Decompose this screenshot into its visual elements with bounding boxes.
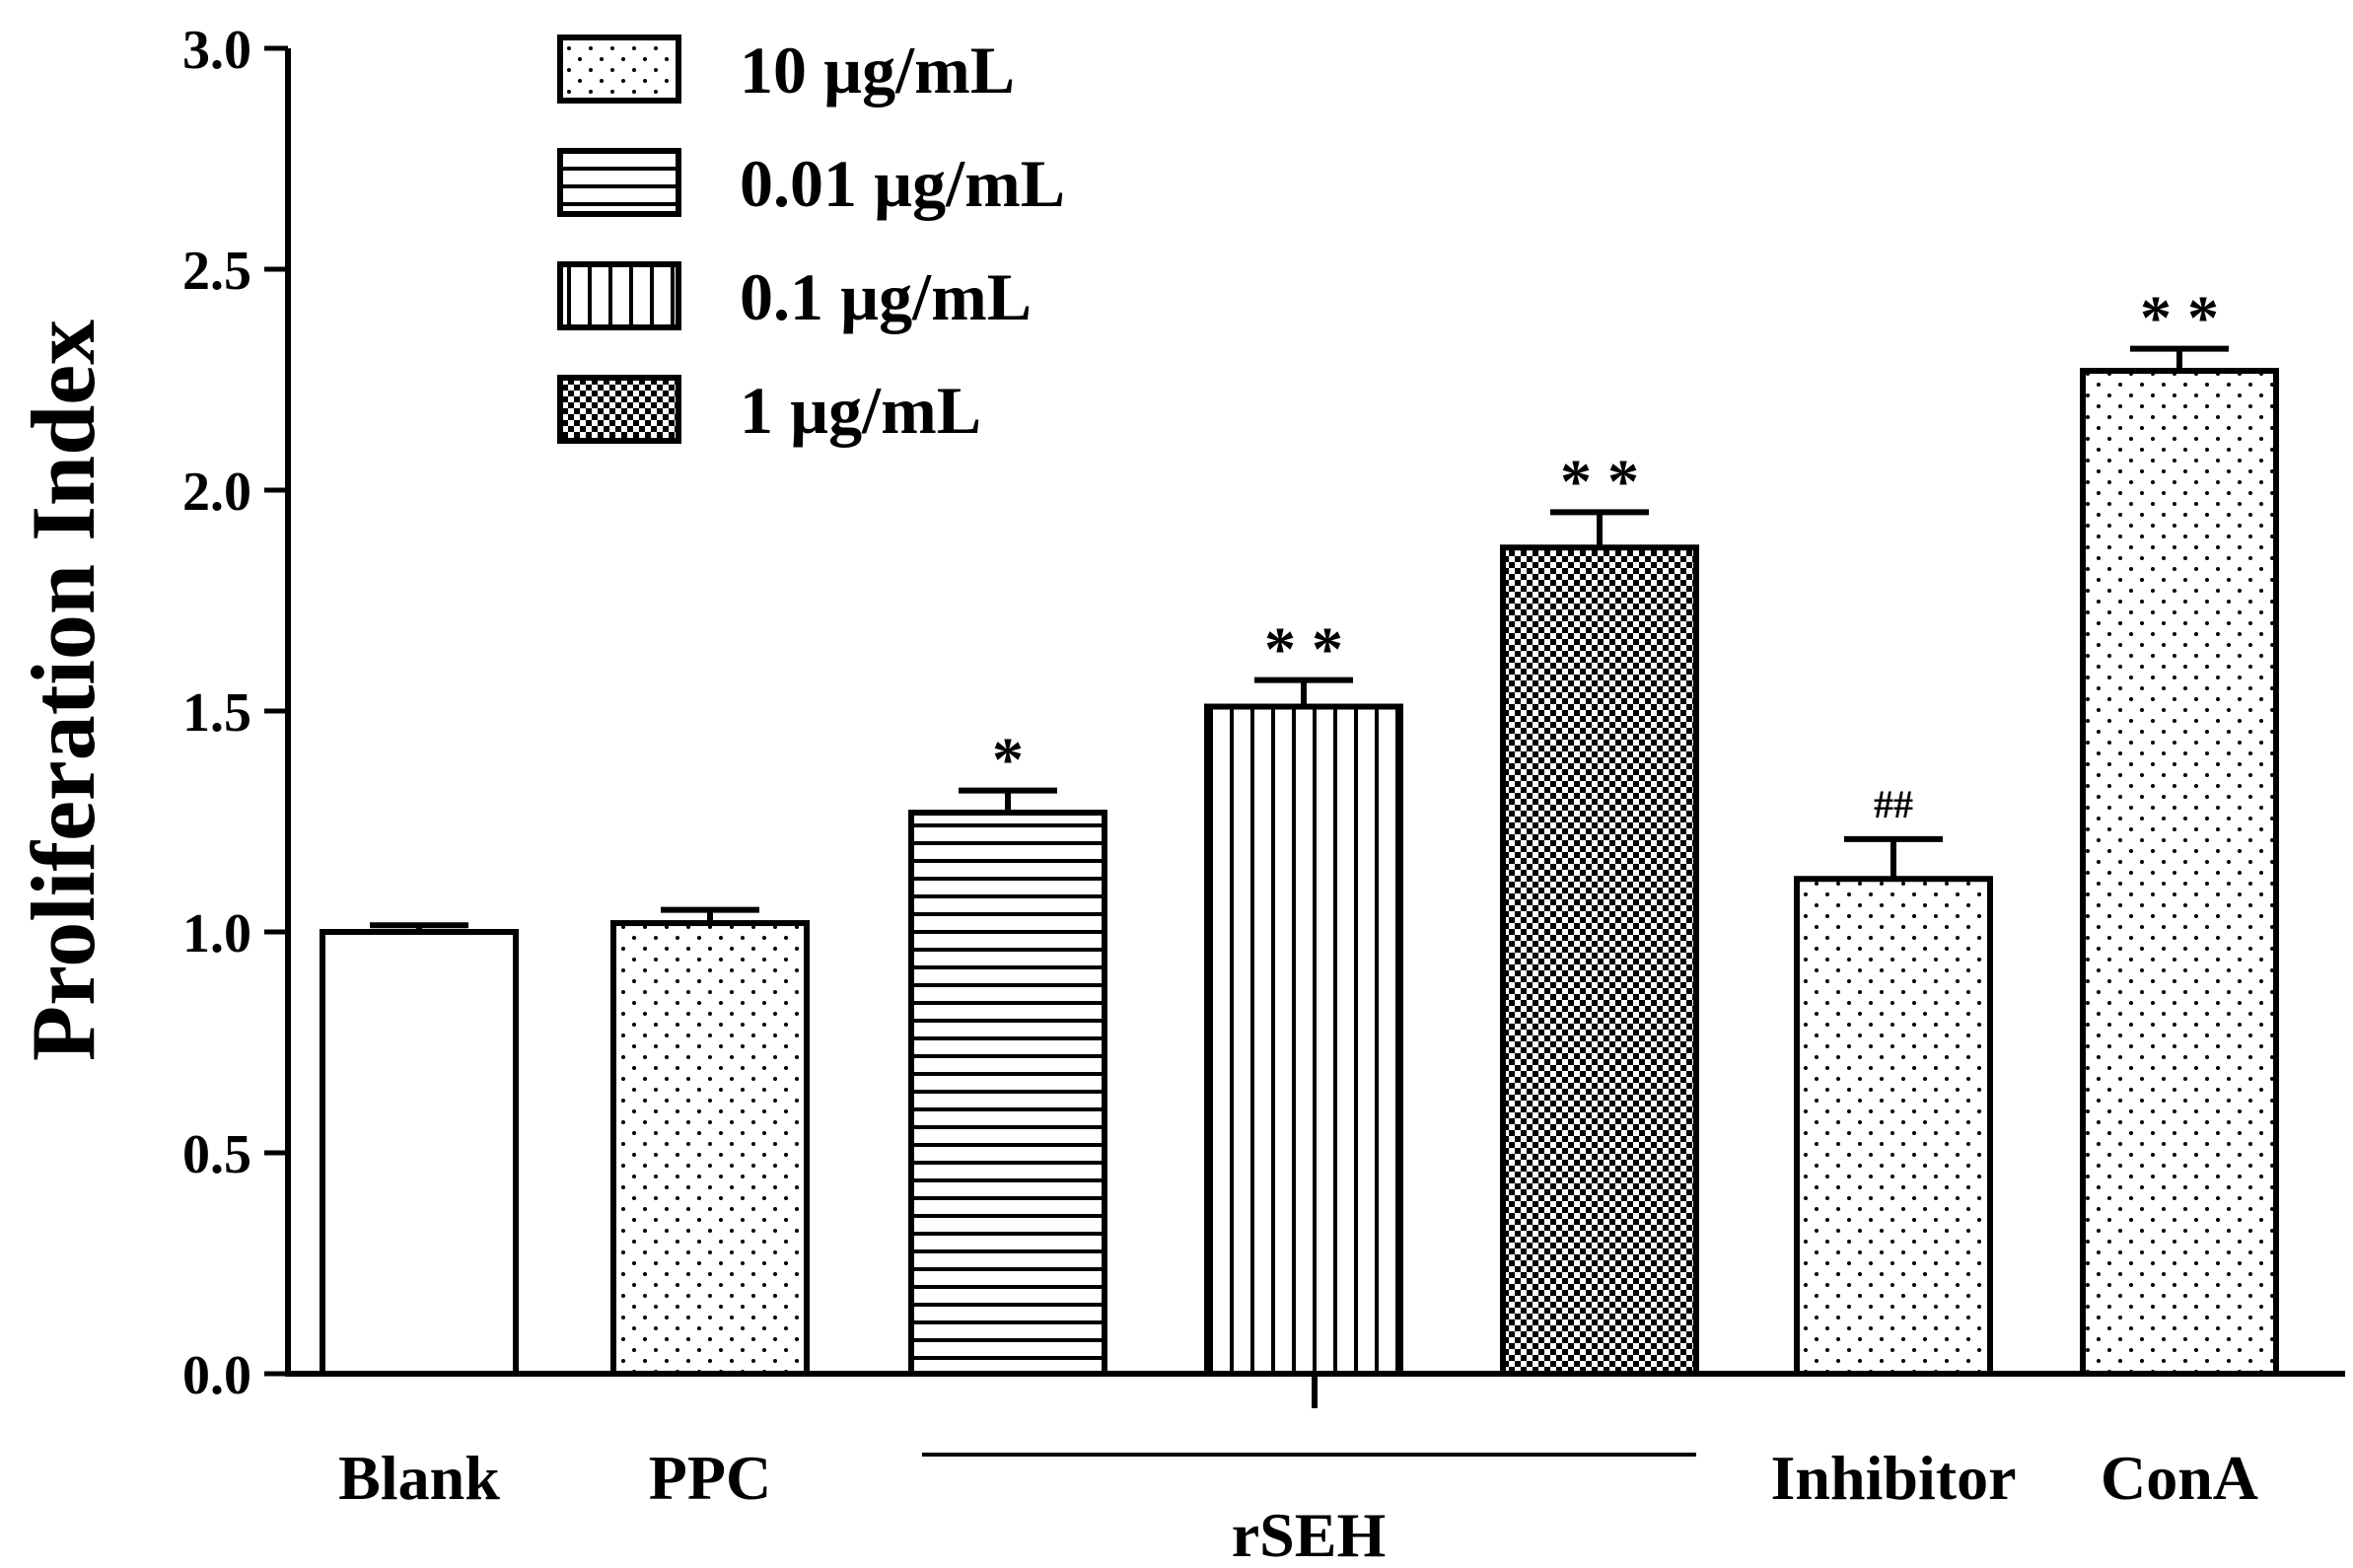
bar: [320, 929, 519, 1377]
x-label-cona: ConA: [2101, 1443, 2258, 1513]
legend-label: 0.01 µg/mL: [740, 146, 1065, 221]
x-label-inhibitor: Inhibitor: [1771, 1443, 2017, 1513]
y-tick-label: 3.0: [182, 20, 251, 81]
y-tick-label: 1.5: [182, 682, 251, 744]
legend-swatch: [557, 35, 681, 104]
y-axis-label: Proliferation Index: [13, 320, 113, 1061]
x-label-group-rseh: rSEH: [1232, 1500, 1386, 1568]
significance-label: ##: [1874, 782, 1913, 826]
y-tick-label: 1.0: [182, 903, 251, 964]
bar: [1794, 876, 1993, 1377]
significance-label: * *: [1264, 614, 1343, 684]
y-tick-label: 0.5: [182, 1124, 251, 1185]
bar: [610, 920, 810, 1377]
y-tick-label: 2.0: [182, 462, 251, 523]
significance-label: *: [992, 725, 1024, 795]
legend-swatch: [557, 261, 681, 330]
significance-label: * *: [2140, 283, 2219, 353]
x-label-blank: Blank: [338, 1443, 500, 1513]
x-label-ppc: PPC: [649, 1443, 771, 1513]
y-tick-label: 0.0: [182, 1345, 251, 1406]
legend-swatch: [557, 375, 681, 444]
legend-swatch: [557, 148, 681, 217]
legend-label: 1 µg/mL: [740, 373, 981, 448]
legend-label: 0.1 µg/mL: [740, 259, 1032, 334]
significance-label: * *: [1560, 446, 1639, 516]
bar: [1204, 703, 1403, 1377]
legend-label: 10 µg/mL: [740, 33, 1015, 107]
bar: [2080, 368, 2279, 1378]
bar: [1500, 544, 1699, 1377]
bar: [908, 810, 1107, 1377]
y-tick-label: 2.5: [182, 241, 251, 302]
